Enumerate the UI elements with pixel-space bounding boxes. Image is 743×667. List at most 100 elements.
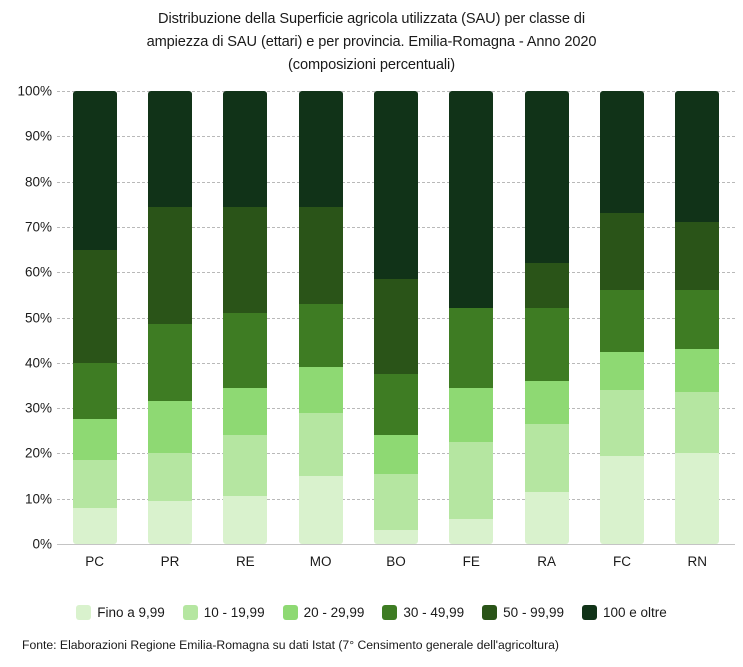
legend-item[interactable]: Fino a 9,99 [76,605,165,620]
stacked-bar[interactable] [298,91,343,544]
bar-segment[interactable] [72,249,117,363]
bar-segment[interactable] [675,290,720,350]
bar-segment[interactable] [223,313,268,388]
bar-segment[interactable] [449,387,494,443]
y-axis-tick-label: 30% [24,400,52,416]
chart-title-line-3: (composizioni percentuali) [288,57,455,73]
bar-segment[interactable] [72,460,117,508]
y-axis-tick-label: 20% [24,445,52,461]
x-axis-tick-label: BO [386,553,406,569]
chart-legend: Fino a 9,99 10 - 19,99 20 - 29,99 30 - 49,9… [0,605,743,620]
bar-slot [208,91,283,544]
stacked-bar[interactable] [373,91,418,544]
bar-segment[interactable] [675,392,720,454]
bar-segment[interactable] [599,390,644,456]
bar-segment[interactable] [599,351,644,390]
bar-segment[interactable] [599,455,644,544]
y-axis: 0% 10% 20% 30% 40% 50% 60% 70% 80% 90% 100% [0,84,52,552]
stacked-bar[interactable] [72,91,117,544]
bar-segment[interactable] [524,308,569,381]
chart-title: Distribuzione della Superficie agricola … [0,8,743,77]
legend-item[interactable]: 100 e oltre [581,605,667,620]
bar-slot [584,91,659,544]
bar-segment[interactable] [449,308,494,388]
legend-item-label: 100 e oltre [602,605,667,620]
bar-segment[interactable] [147,401,192,454]
bar-segment[interactable] [599,91,644,214]
bar-slot [57,91,132,544]
x-axis-tick-label: RN [687,553,708,569]
bar-segment[interactable] [223,91,268,207]
bar-segment[interactable] [675,349,720,393]
legend-swatch-icon [382,605,398,620]
bar-segment[interactable] [524,380,569,424]
bar-segment[interactable] [449,519,494,544]
chart-title-line-1: Distribuzione della Superficie agricola … [158,11,585,27]
legend-swatch-icon [182,605,198,620]
bar-segment[interactable] [147,91,192,207]
bar-segment[interactable] [373,374,418,436]
bar-segment[interactable] [373,530,418,544]
bar-segment[interactable] [298,206,343,304]
bar-segment[interactable] [298,303,343,368]
y-axis-tick-label: 100% [17,83,52,99]
bar-segment[interactable] [373,279,418,375]
legend-item-label: 50 - 99,99 [503,605,564,620]
bar-segment[interactable] [72,507,117,544]
bar-segment[interactable] [147,500,192,544]
bar-segment[interactable] [298,476,343,544]
bar-segment[interactable] [72,362,117,420]
bar-segment[interactable] [373,91,418,280]
bar-segment[interactable] [599,290,644,352]
bar-segment[interactable] [524,491,569,544]
bar-segment[interactable] [675,222,720,291]
bar-slot [660,91,735,544]
bar-segment[interactable] [147,453,192,501]
y-axis-tick-label: 60% [24,264,52,280]
plot-area: 0% 10% 20% 30% 40% 50% 60% 70% 80% 90% 100% [0,84,743,552]
bar-slot [509,91,584,544]
bar-segment[interactable] [675,91,720,223]
legend-swatch-icon [581,605,597,620]
bar-segment[interactable] [449,442,494,520]
grid-area [57,91,735,545]
stacked-bar[interactable] [223,91,268,544]
bar-segment[interactable] [524,263,569,309]
bar-segment[interactable] [223,206,268,313]
stacked-bar[interactable] [675,91,720,544]
bar-segment[interactable] [298,412,343,477]
stacked-bar[interactable] [147,91,192,544]
y-axis-tick-label: 10% [24,491,52,507]
y-axis-tick-label: 0% [32,536,52,552]
legend-item[interactable]: 20 - 29,99 [282,605,365,620]
legend-item[interactable]: 10 - 19,99 [182,605,265,620]
bar-segment[interactable] [675,453,720,544]
bar-segment[interactable] [298,91,343,207]
bar-segment[interactable] [599,213,644,291]
bar-group [57,91,735,544]
bar-segment[interactable] [72,419,117,461]
stacked-bar[interactable] [599,91,644,544]
x-axis-tick-label: PR [160,553,180,569]
bar-segment[interactable] [147,324,192,402]
bar-segment[interactable] [524,91,569,264]
stacked-bar[interactable] [449,91,494,544]
x-axis-tick-label: FE [462,553,480,569]
legend-item[interactable]: 30 - 49,99 [382,605,464,620]
bar-segment[interactable] [373,473,418,531]
bar-segment[interactable] [223,387,268,436]
stacked-bar[interactable] [524,91,569,544]
legend-item[interactable]: 50 - 99,99 [482,605,564,620]
legend-swatch-icon [282,605,298,620]
bar-segment[interactable] [223,435,268,497]
legend-item-label: 20 - 29,99 [303,605,365,620]
bar-segment[interactable] [72,91,117,250]
bar-segment[interactable] [298,367,343,413]
bar-segment[interactable] [524,423,569,492]
bar-segment[interactable] [147,206,192,325]
bar-segment[interactable] [449,91,494,309]
y-axis-tick-label: 90% [24,128,52,144]
legend-swatch-icon [482,605,498,620]
bar-segment[interactable] [223,496,268,544]
bar-segment[interactable] [373,435,418,474]
